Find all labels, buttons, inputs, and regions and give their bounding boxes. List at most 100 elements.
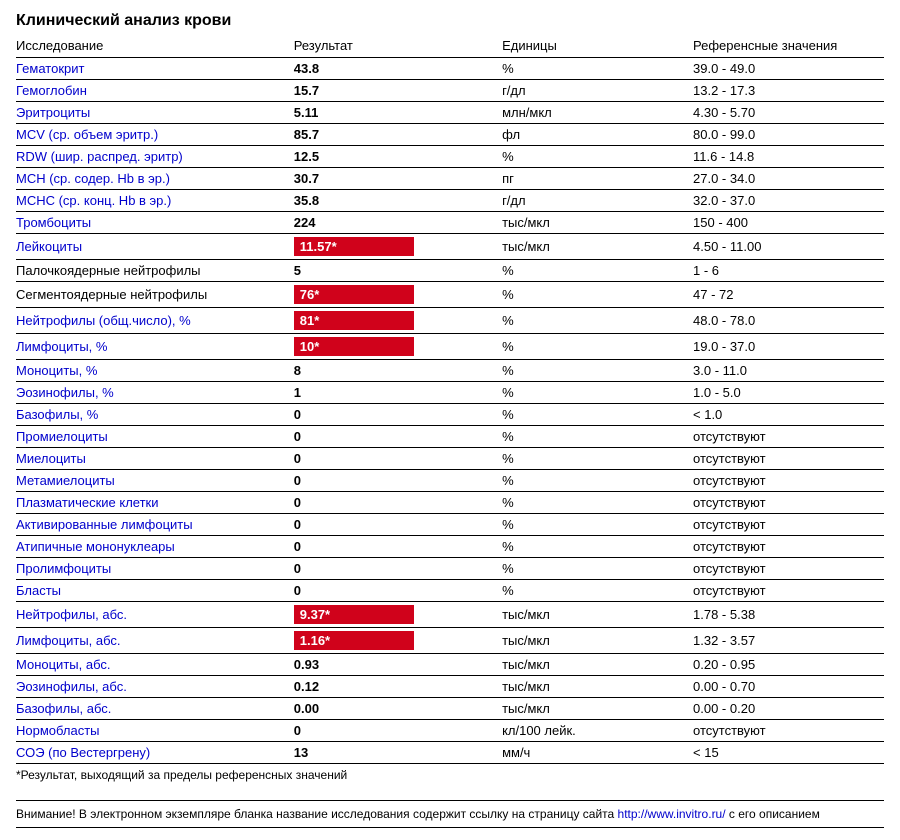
unit-value: тыс/мкл: [502, 602, 693, 628]
unit-value: тыс/мкл: [502, 628, 693, 654]
param-name[interactable]: Эозинофилы, %: [16, 385, 114, 400]
table-row: Палочкоядерные нейтрофилы5%1 - 6: [16, 260, 884, 282]
param-name[interactable]: Лимфоциты, %: [16, 339, 107, 354]
param-name[interactable]: Активированные лимфоциты: [16, 517, 193, 532]
param-name[interactable]: Базофилы, %: [16, 407, 98, 422]
notice-suffix: с его описанием: [726, 807, 820, 821]
result-value: 35.8: [294, 193, 319, 208]
reference-value: 48.0 - 78.0: [693, 308, 884, 334]
param-name[interactable]: Миелоциты: [16, 451, 86, 466]
table-row: Бласты0%отсутствуют: [16, 580, 884, 602]
param-name[interactable]: MCV (ср. объем эритр.): [16, 127, 158, 142]
reference-value: 0.20 - 0.95: [693, 654, 884, 676]
unit-value: %: [502, 558, 693, 580]
param-name[interactable]: Моноциты, абс.: [16, 657, 111, 672]
reference-value: отсутствуют: [693, 426, 884, 448]
notice-link[interactable]: http://www.invitro.ru/: [618, 807, 726, 821]
param-name[interactable]: MCHC (ср. конц. Hb в эр.): [16, 193, 171, 208]
notice-prefix: Внимание! В электронном экземпляре бланк…: [16, 807, 618, 821]
unit-value: %: [502, 360, 693, 382]
unit-value: %: [502, 260, 693, 282]
reference-value: < 15: [693, 742, 884, 764]
table-row: Тромбоциты 224 тыс/мкл150 - 400: [16, 212, 884, 234]
param-name[interactable]: Промиелоциты: [16, 429, 108, 444]
param-name[interactable]: Нормобласты: [16, 723, 100, 738]
notice: Внимание! В электронном экземпляре бланк…: [16, 800, 884, 828]
result-value: 13: [294, 745, 308, 760]
result-value: 0.93: [294, 657, 319, 672]
reference-value: 19.0 - 37.0: [693, 334, 884, 360]
param-name[interactable]: Гемоглобин: [16, 83, 87, 98]
result-value: 0: [294, 723, 301, 738]
reference-value: 1.78 - 5.38: [693, 602, 884, 628]
param-name[interactable]: RDW (шир. распред. эритр): [16, 149, 183, 164]
table-row: Активированные лимфоциты0%отсутствуют: [16, 514, 884, 536]
param-name[interactable]: Тромбоциты: [16, 215, 91, 230]
unit-value: %: [502, 382, 693, 404]
result-value: 1: [294, 385, 301, 400]
col-header-unit: Единицы: [502, 34, 693, 58]
param-name: Палочкоядерные нейтрофилы: [16, 263, 201, 278]
reference-value: отсутствуют: [693, 448, 884, 470]
param-name[interactable]: Атипичные мононуклеары: [16, 539, 175, 554]
unit-value: тыс/мкл: [502, 654, 693, 676]
report-title: Клинический анализ крови: [16, 12, 884, 30]
table-row: Атипичные мононуклеары0%отсутствуют: [16, 536, 884, 558]
param-name[interactable]: Нейтрофилы (общ.число), %: [16, 313, 191, 328]
table-row: MCH (ср. содер. Hb в эр.)30.7пг27.0 - 34…: [16, 168, 884, 190]
reference-value: 1.32 - 3.57: [693, 628, 884, 654]
param-name[interactable]: Нейтрофилы, абс.: [16, 607, 127, 622]
result-value: 0: [294, 451, 301, 466]
unit-value: %: [502, 308, 693, 334]
unit-value: %: [502, 146, 693, 168]
reference-value: 80.0 - 99.0: [693, 124, 884, 146]
table-row: Моноциты, %8%3.0 - 11.0: [16, 360, 884, 382]
table-row: Эозинофилы, абс.0.12тыс/мкл0.00 - 0.70: [16, 676, 884, 698]
param-name[interactable]: Лейкоциты: [16, 239, 82, 254]
table-row: Гемоглобин15.7г/дл13.2 - 17.3: [16, 80, 884, 102]
param-name[interactable]: Гематокрит: [16, 61, 84, 76]
reference-value: отсутствуют: [693, 536, 884, 558]
table-row: Гематокрит43.8%39.0 - 49.0: [16, 58, 884, 80]
result-value: 5.11: [294, 105, 319, 120]
table-row: Нейтрофилы (общ.число), %81*%48.0 - 78.0: [16, 308, 884, 334]
param-name[interactable]: Лимфоциты, абс.: [16, 633, 121, 648]
reference-value: 150 - 400: [693, 212, 884, 234]
result-value-flagged: 1.16*: [294, 631, 414, 650]
unit-value: тыс/мкл: [502, 212, 693, 234]
reference-value: 47 - 72: [693, 282, 884, 308]
reference-value: 32.0 - 37.0: [693, 190, 884, 212]
result-value-flagged: 11.57*: [294, 237, 414, 256]
param-name[interactable]: Базофилы, абс.: [16, 701, 111, 716]
results-table: Исследование Результат Единицы Референсн…: [16, 34, 884, 764]
footnote: *Результат, выходящий за пределы референ…: [16, 764, 884, 782]
unit-value: г/дл: [502, 190, 693, 212]
reference-value: < 1.0: [693, 404, 884, 426]
reference-value: отсутствуют: [693, 720, 884, 742]
unit-value: %: [502, 334, 693, 360]
table-row: Сегментоядерные нейтрофилы76*%47 - 72: [16, 282, 884, 308]
result-value-flagged: 76*: [294, 285, 414, 304]
param-name[interactable]: Метамиелоциты: [16, 473, 115, 488]
unit-value: %: [502, 492, 693, 514]
param-name[interactable]: СОЭ (по Вестергрену): [16, 745, 150, 760]
param-name[interactable]: Бласты: [16, 583, 61, 598]
unit-value: %: [502, 514, 693, 536]
result-value: 0: [294, 517, 301, 532]
result-value: 30.7: [294, 171, 319, 186]
unit-value: %: [502, 448, 693, 470]
param-name[interactable]: Эозинофилы, абс.: [16, 679, 127, 694]
param-name[interactable]: Плазматические клетки: [16, 495, 159, 510]
param-name[interactable]: Пролимфоциты: [16, 561, 111, 576]
result-value: 5: [294, 263, 301, 278]
param-name[interactable]: Эритроциты: [16, 105, 90, 120]
col-header-result: Результат: [294, 34, 502, 58]
param-name[interactable]: Моноциты, %: [16, 363, 97, 378]
table-row: Нейтрофилы, абс.9.37*тыс/мкл1.78 - 5.38: [16, 602, 884, 628]
reference-value: 39.0 - 49.0: [693, 58, 884, 80]
param-name[interactable]: MCH (ср. содер. Hb в эр.): [16, 171, 170, 186]
result-value: 224: [294, 215, 316, 230]
unit-value: млн/мкл: [502, 102, 693, 124]
unit-value: %: [502, 470, 693, 492]
table-row: Пролимфоциты0%отсутствуют: [16, 558, 884, 580]
